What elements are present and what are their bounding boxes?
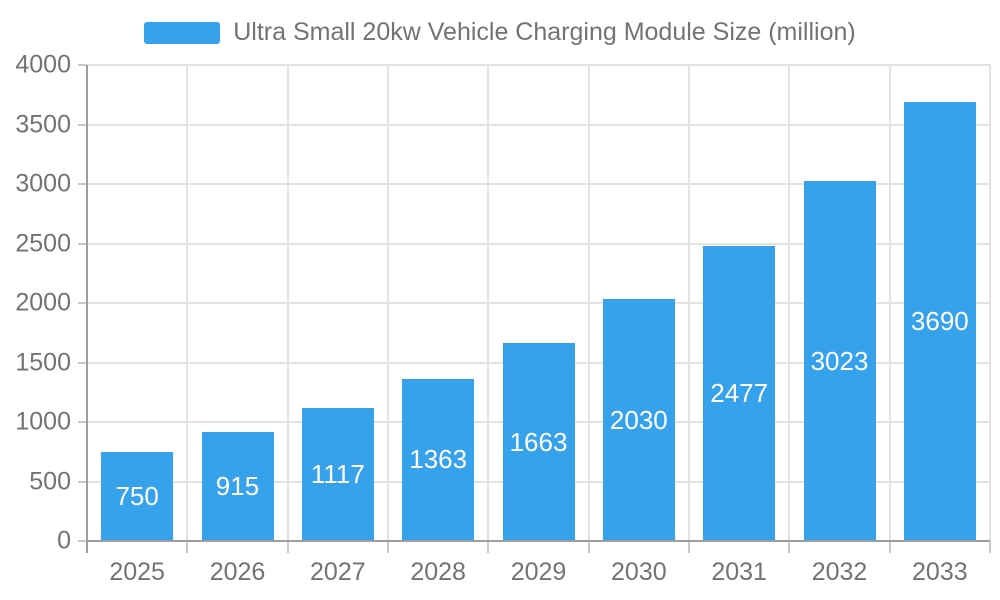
- x-axis-tick-3: [387, 541, 389, 553]
- bar-2027[interactable]: 1117: [301, 408, 374, 541]
- y-axis-label-3000: 3000: [15, 169, 71, 198]
- bar-value-label: 3690: [910, 305, 969, 336]
- bar-value-label: 1663: [509, 426, 568, 457]
- y-axis-tick-1500: [78, 361, 87, 364]
- x-axis-label-2027: 2027: [310, 558, 366, 586]
- bar-2030[interactable]: 2030: [602, 299, 675, 541]
- y-axis-tick-3500: [78, 123, 87, 126]
- y-axis-tick-4000: [78, 64, 87, 66]
- gridline-y-4000: [87, 64, 990, 66]
- gridline-x-7: [788, 65, 791, 541]
- y-axis-tick-2500: [78, 242, 87, 245]
- x-axis-line: [87, 540, 990, 542]
- y-axis-label-4000: 4000: [15, 50, 71, 79]
- x-axis-tick-6: [688, 541, 690, 553]
- gridline-x-2: [286, 65, 289, 541]
- y-axis-line: [86, 65, 88, 553]
- gridline-x-1: [186, 65, 189, 541]
- y-axis-label-0: 0: [57, 526, 71, 555]
- gridline-y-3000: [87, 183, 990, 185]
- gridline-x-5: [587, 65, 590, 541]
- y-axis-tick-3000: [78, 183, 87, 185]
- x-axis-label-2025: 2025: [109, 558, 165, 586]
- bar-2031[interactable]: 2477: [703, 246, 776, 541]
- x-axis-label-2029: 2029: [510, 558, 567, 586]
- bar-2033[interactable]: 3690: [903, 101, 976, 541]
- gridline-x-8: [888, 65, 891, 541]
- bar-2032[interactable]: 3023: [803, 181, 876, 541]
- x-axis-tick-9: [989, 541, 991, 553]
- plot-area: 0 500 1000 1500 2000 2500 3000 3500 4000 750 2025 9…: [15, 51, 991, 586]
- bar-2026[interactable]: 915: [201, 432, 274, 541]
- x-axis-tick-4: [487, 541, 490, 553]
- bar-value-label: 750: [115, 480, 159, 511]
- y-axis-tick-2000: [78, 302, 87, 304]
- bar-value-label: 1363: [409, 444, 468, 475]
- legend-label: Ultra Small 20kw Vehicle Charging Module…: [233, 18, 856, 46]
- x-axis-label-2030: 2030: [611, 558, 667, 586]
- bar-value-label: 2030: [609, 404, 668, 435]
- bar-2028[interactable]: 1363: [402, 378, 475, 541]
- y-axis-tick-500: [78, 480, 87, 483]
- x-axis-tick-2: [286, 541, 289, 553]
- bar-value-label: 1117: [310, 459, 365, 490]
- bar-value-label: 2477: [710, 378, 769, 409]
- bar-2025[interactable]: 750: [101, 451, 174, 541]
- y-axis-label-2500: 2500: [15, 229, 71, 257]
- gridline-x-3: [387, 65, 389, 541]
- y-axis-label-3500: 3500: [15, 110, 71, 138]
- y-axis-label-1500: 1500: [15, 348, 71, 376]
- y-axis-label-500: 500: [29, 467, 71, 495]
- gridline-y-3500: [87, 123, 990, 126]
- x-axis-label-2028: 2028: [410, 558, 466, 586]
- bar-value-label: 3023: [810, 345, 869, 376]
- y-axis-tick-1000: [78, 421, 87, 423]
- x-axis-tick-8: [888, 541, 891, 553]
- x-axis-tick-7: [788, 541, 791, 553]
- legend-item[interactable]: Ultra Small 20kw Vehicle Charging Module…: [0, 18, 1000, 47]
- x-axis-tick-1: [186, 541, 189, 553]
- gridline-y-2500: [87, 242, 990, 245]
- gridline-x-6: [688, 65, 690, 541]
- y-axis-tick-0: [78, 540, 87, 542]
- x-axis-label-2026: 2026: [209, 558, 266, 586]
- x-axis-label-2033: 2033: [912, 558, 968, 586]
- gridline-x-4: [487, 65, 490, 541]
- legend-swatch: [144, 21, 221, 44]
- x-axis-label-2032: 2032: [811, 558, 868, 586]
- y-axis-label-1000: 1000: [15, 407, 71, 436]
- gridline-y-2000: [87, 302, 990, 304]
- gridline-x-9: [989, 65, 991, 541]
- x-axis-label-2031: 2031: [711, 558, 767, 586]
- bar-value-label: 915: [215, 471, 260, 502]
- y-axis-label-2000: 2000: [15, 288, 71, 317]
- x-axis-tick-5: [587, 541, 590, 553]
- bar-2029[interactable]: 1663: [502, 343, 575, 541]
